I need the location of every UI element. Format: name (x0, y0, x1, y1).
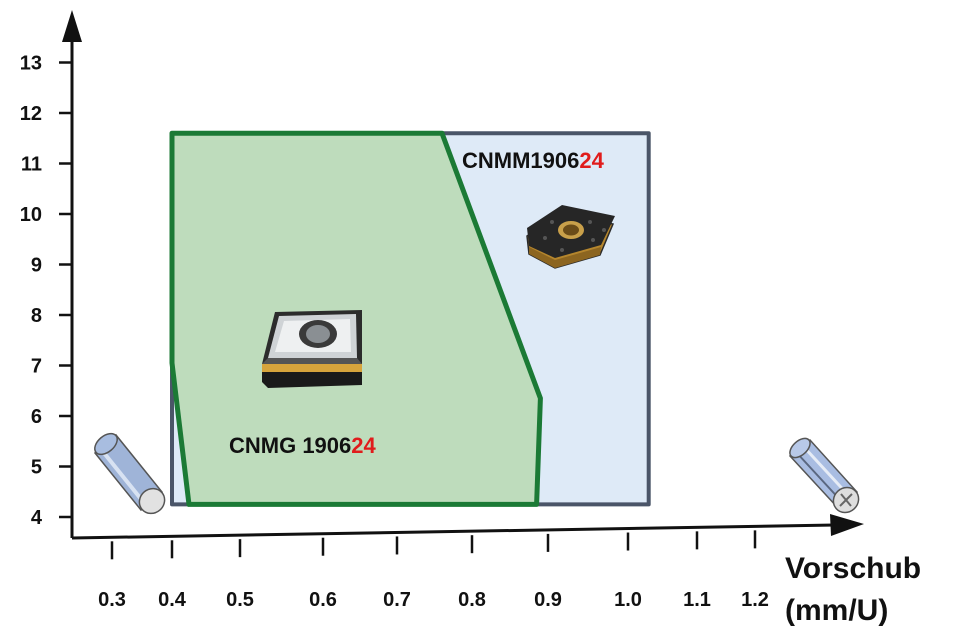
y-tick-label: 8 (31, 305, 42, 327)
zones-layer (169, 130, 651, 507)
x-tick-label: 0.6 (309, 589, 337, 611)
y-tick-label: 13 (20, 53, 42, 75)
x-ticks: 0.3 0.4 0.5 0.6 0.7 0.8 0.9 1.0 1.1 1.2 (98, 530, 769, 611)
x-tick-label: 0.4 (158, 589, 187, 611)
x-tick-label: 0.9 (534, 589, 562, 611)
cnmg-label-highlight: 24 (351, 433, 376, 458)
y-tick-label: 10 (20, 204, 42, 226)
grooved-bar-icon (788, 437, 860, 514)
x-axis-title-line2: (mm/U) (785, 594, 888, 627)
cnmg-label: CNMG 190624 (229, 433, 377, 458)
y-axis (62, 10, 82, 538)
y-tick-label: 7 (31, 356, 42, 378)
x-tick-label: 1.1 (683, 589, 711, 611)
x-axis (71, 514, 864, 540)
cnmm-label-base: CNMM1906 (462, 148, 579, 173)
y-tick-label: 12 (20, 103, 42, 125)
x-tick-label: 0.3 (98, 589, 126, 611)
x-axis-title-line1: Vorschub (785, 552, 921, 585)
y-tick-label: 9 (31, 255, 42, 277)
y-ticks: 4 5 6 7 8 9 10 11 12 13 (20, 53, 72, 529)
cnmg-insert-icon (262, 310, 362, 388)
x-tick-label: 0.8 (458, 589, 486, 611)
x-tick-label: 0.7 (383, 589, 411, 611)
y-tick-label: 5 (31, 457, 42, 479)
cnmm-insert-icon (526, 205, 615, 269)
y-tick-label: 6 (31, 406, 42, 428)
x-tick-label: 1.2 (741, 589, 769, 611)
cnmm-label: CNMM190624 (462, 148, 605, 173)
x-tick-label: 0.5 (226, 589, 254, 611)
round-bar-icon (93, 432, 166, 515)
y-tick-label: 4 (31, 507, 43, 529)
y-tick-label: 11 (21, 154, 42, 176)
cnmg-label-base: CNMG 1906 (229, 433, 351, 458)
x-axis-arrow (830, 514, 864, 536)
x-tick-label: 1.0 (614, 589, 642, 611)
y-axis-arrow (62, 10, 82, 42)
cnmm-label-highlight: 24 (579, 148, 604, 173)
